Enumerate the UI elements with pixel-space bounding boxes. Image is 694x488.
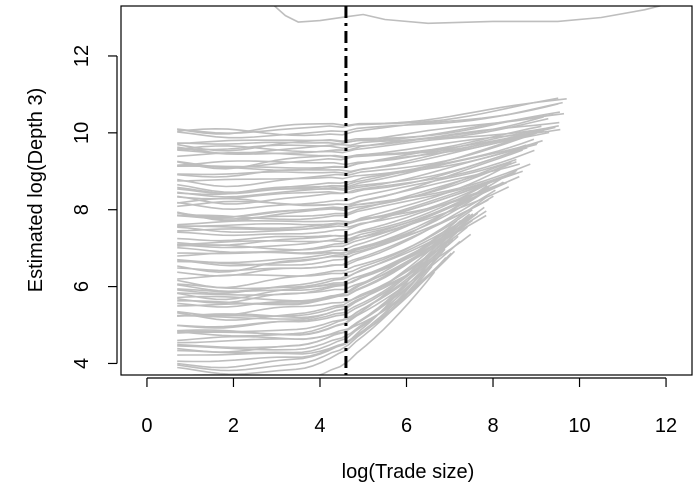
series-line (177, 184, 488, 273)
series-line (177, 144, 527, 194)
series-line (177, 161, 511, 219)
series-line (177, 226, 468, 317)
outlier-series-line (273, 6, 663, 25)
series-line (177, 113, 554, 145)
series-line (177, 244, 448, 342)
y-tick-label: 6 (71, 281, 93, 292)
y-tick-label: 4 (71, 358, 93, 369)
series-line (177, 176, 501, 232)
series-line (177, 260, 435, 372)
x-tick-label: 10 (568, 415, 590, 437)
series-line (177, 98, 567, 135)
series-line (177, 117, 549, 155)
series-line (177, 178, 502, 249)
series-line (177, 238, 454, 333)
x-axis: 0 2 4 6 8 10 12 (141, 377, 677, 437)
plot-border (120, 5, 693, 376)
x-tick-label: 8 (487, 415, 498, 437)
y-tick-label: 8 (71, 204, 93, 215)
series-line (177, 240, 461, 336)
y-axis: 4 6 8 10 12 (71, 45, 118, 369)
y-tick-label: 12 (71, 45, 93, 67)
series-line (177, 252, 452, 351)
x-tick-label: 0 (141, 415, 152, 437)
series-line (177, 129, 545, 188)
series-line (181, 271, 436, 375)
series-line (177, 149, 535, 205)
series-line (177, 129, 539, 166)
x-axis-title: log(Trade size) (342, 461, 475, 483)
series-line (177, 133, 532, 182)
series-line (177, 213, 474, 296)
series-line (177, 206, 485, 293)
y-tick-label: 10 (71, 122, 93, 144)
series-line (177, 146, 528, 200)
series-line (177, 195, 494, 267)
curve-group (177, 6, 663, 375)
series-line (177, 181, 508, 246)
series-line (177, 128, 561, 159)
series-line (177, 233, 472, 321)
series-line (177, 224, 466, 302)
y-axis-title: Estimated log(Depth 3) (25, 88, 47, 293)
series-line (177, 214, 487, 295)
x-tick-label: 12 (655, 415, 677, 437)
series-line (177, 261, 431, 369)
x-tick-label: 6 (401, 415, 412, 437)
series-line (177, 243, 447, 337)
series-line (177, 138, 535, 195)
x-tick-label: 2 (228, 415, 239, 437)
series-line (177, 101, 563, 139)
series-line (177, 125, 559, 154)
x-tick-label: 4 (314, 415, 325, 437)
series-line (177, 103, 559, 137)
series-line (177, 199, 488, 272)
series-line (177, 121, 560, 151)
series-line (177, 219, 473, 304)
series-line (177, 257, 447, 356)
series-line (177, 186, 510, 251)
